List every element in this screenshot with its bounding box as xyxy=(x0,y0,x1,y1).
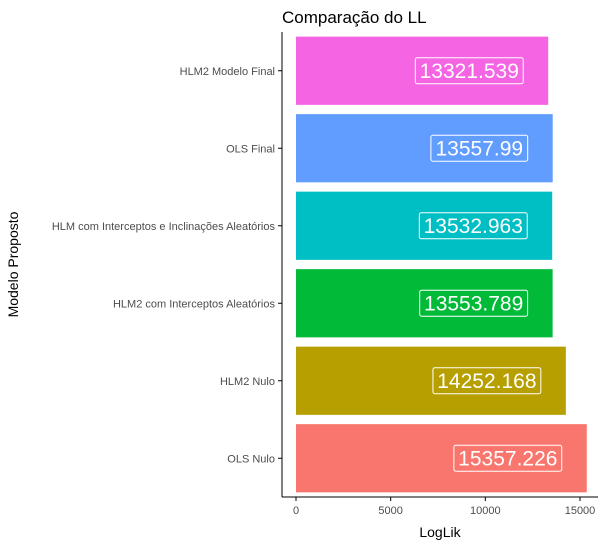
chart-title: Comparação do LL xyxy=(282,8,427,27)
x-tick-label: 5000 xyxy=(378,505,402,517)
x-tick-label: 15000 xyxy=(565,505,596,517)
bar xyxy=(296,424,587,493)
data-label: 15357.226 xyxy=(458,447,557,470)
data-label-box xyxy=(453,444,563,472)
x-tick-label: 0 xyxy=(293,505,299,517)
x-tick-label: 10000 xyxy=(470,505,501,517)
y-tick-label: OLS Nulo xyxy=(227,453,275,465)
y-tick-label: OLS Final xyxy=(226,143,275,155)
y-axis-title-group: Modelo Proposto xyxy=(5,211,21,317)
bar xyxy=(296,114,553,183)
data-label: 13557.99 xyxy=(436,137,524,160)
bar xyxy=(296,269,553,338)
bar xyxy=(296,346,566,415)
bar xyxy=(296,191,553,260)
y-tick-label: HLM com Interceptos e Inclinações Aleató… xyxy=(52,221,276,233)
data-label-box xyxy=(430,134,529,162)
data-label: 13321.539 xyxy=(420,60,519,83)
x-axis-ticks: 0 5000 10000 15000 xyxy=(293,497,595,517)
data-label-box xyxy=(432,367,542,395)
data-label-box xyxy=(414,57,524,85)
x-axis-title: LogLik xyxy=(419,524,461,540)
y-axis-title: Modelo Proposto xyxy=(5,211,21,317)
data-label: 13553.789 xyxy=(424,292,523,315)
data-labels-layer: 15357.226 14252.168 13553.789 13532.963 1355… xyxy=(414,57,563,472)
y-tick-label: HLM2 Modelo Final xyxy=(180,66,275,78)
y-tick-label: HLM2 com Interceptos Aleatórios xyxy=(113,298,276,310)
bars-layer xyxy=(296,36,587,493)
data-label-box xyxy=(418,212,528,240)
data-label-box xyxy=(419,289,529,317)
bar xyxy=(296,36,549,105)
y-tick-label: HLM2 Nulo xyxy=(220,376,275,388)
data-label: 14252.168 xyxy=(437,370,536,393)
y-axis-ticks: OLS Nulo HLM2 Nulo HLM2 com Interceptos Al… xyxy=(52,66,282,465)
data-label: 13532.963 xyxy=(424,215,523,238)
